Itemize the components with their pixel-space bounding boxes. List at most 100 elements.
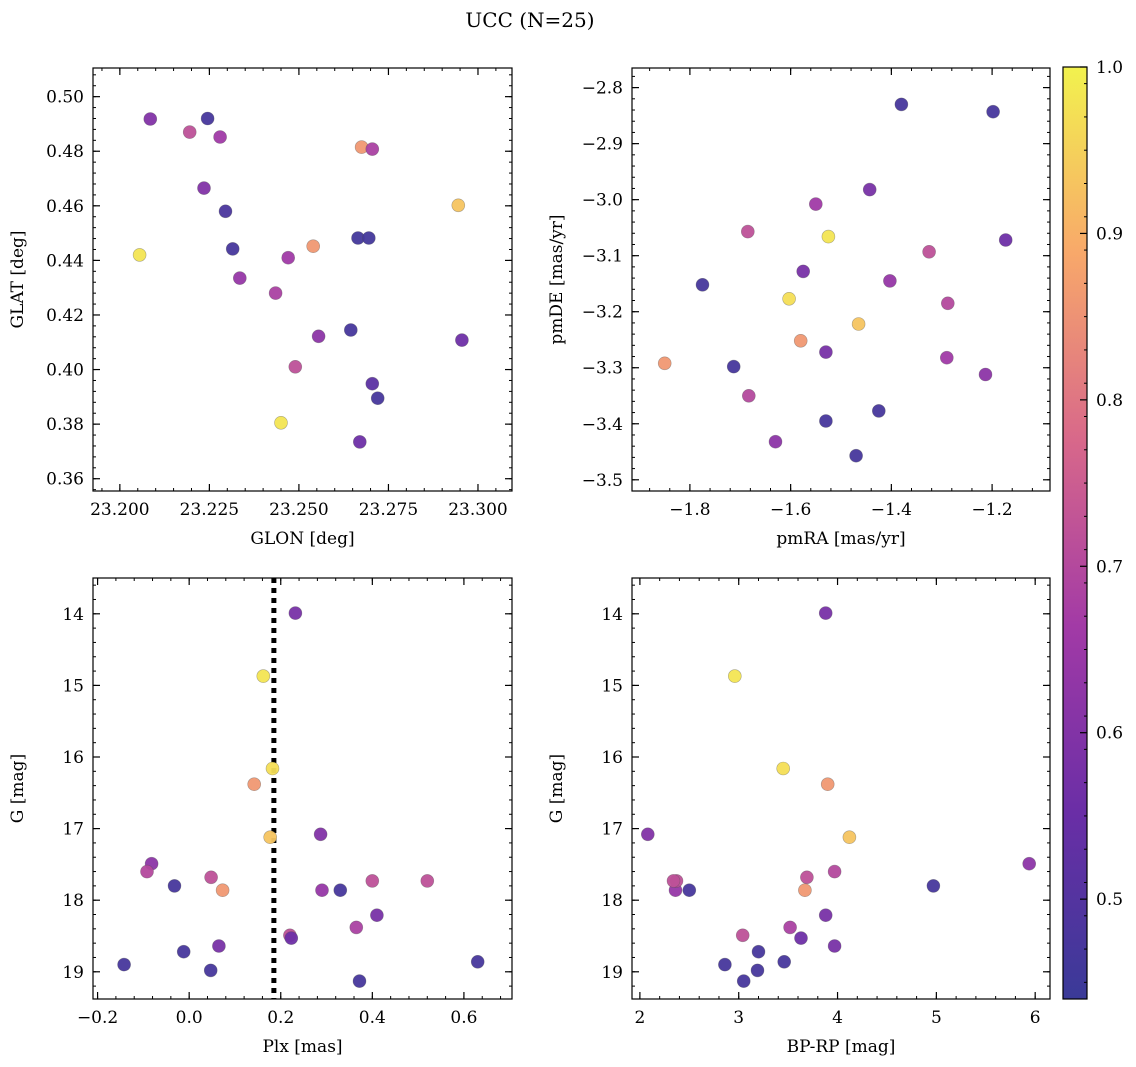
scatter-point: [821, 229, 836, 244]
panels: 23.200 23.225 23.250 23.275 23.300 0.36 0.38 0.…: [8, 67, 1051, 1057]
scatter-point: [793, 333, 808, 348]
y-tick-label: 15: [601, 676, 623, 696]
scatter-point: [777, 954, 792, 969]
y-tick-label: −3.1: [582, 247, 623, 267]
scatter-point: [352, 974, 367, 988]
scatter-point: [827, 939, 842, 953]
y-tick-label: 0.48: [46, 142, 84, 162]
scatter-point: [819, 414, 833, 428]
scatter-point: [827, 864, 842, 879]
x-tick-label: 23.300: [448, 500, 507, 520]
scatter-point: [695, 277, 710, 292]
scatter-point: [682, 883, 697, 898]
scatter-point: [268, 286, 283, 300]
scatter-point: [1022, 856, 1036, 871]
scatter-point: [862, 182, 877, 197]
y-tick-label: 18: [62, 891, 84, 911]
scatter-point: [768, 434, 783, 449]
scatter-point: [343, 323, 358, 337]
x-axis-label: BP-RP [mag]: [787, 1037, 896, 1057]
x-axis-label: Plx [mas]: [262, 1037, 342, 1057]
y-tick-label: 0.46: [46, 197, 84, 217]
scatter-point: [365, 874, 380, 888]
scatter-point: [926, 879, 941, 893]
scatter-point: [851, 317, 866, 331]
scatter-point: [288, 359, 303, 374]
y-tick-label: 0.36: [46, 470, 84, 490]
x-tick-label: 5: [931, 1008, 942, 1028]
scatter-point: [776, 761, 791, 776]
colorbar-tick-label: 0.8: [1096, 391, 1123, 411]
scatter-point: [281, 250, 296, 265]
scatter-point: [735, 928, 750, 943]
scatter-point: [818, 606, 833, 620]
x-tick-label: 0.0: [176, 1008, 203, 1028]
y-tick-label: −3.2: [582, 303, 623, 323]
y-axis-label: G [mag]: [547, 754, 567, 823]
scatter-point: [265, 761, 280, 776]
y-tick-label: −3.3: [582, 359, 623, 379]
scatter-point: [741, 388, 756, 403]
scatter-point: [978, 367, 993, 382]
x-tick-label: −1.6: [770, 500, 811, 520]
y-tick-label: 0.42: [46, 306, 84, 326]
scatter-point: [203, 963, 218, 978]
scatter-point: [215, 883, 230, 898]
scatter-point: [883, 274, 897, 288]
panel-1: 23.200 23.225 23.250 23.275 23.300 0.36 0.38 0.…: [8, 67, 513, 549]
scatter-point: [657, 356, 672, 371]
scatter-point: [871, 404, 886, 418]
scatter-point: [818, 908, 833, 923]
y-tick-label: 0.50: [46, 88, 84, 108]
scatter-point: [820, 777, 835, 792]
scatter-point: [894, 97, 909, 112]
scatter-point: [225, 242, 240, 256]
scatter-point: [798, 883, 812, 898]
scatter-point: [455, 333, 469, 347]
scatter-point: [167, 879, 182, 893]
colorbar-tick-label: 1.0: [1096, 58, 1123, 78]
scatter-point: [800, 870, 814, 885]
scatter-point: [420, 874, 435, 888]
scatter-point: [315, 883, 329, 898]
scatter-point: [200, 111, 215, 126]
y-tick-label: 14: [62, 605, 84, 625]
colorbar: 0.5 0.6 0.7 0.8 0.9 1.0: [1062, 58, 1123, 1000]
y-axis-label: GLAT [deg]: [8, 230, 28, 328]
y-tick-label: 17: [62, 820, 84, 840]
scatter-point: [640, 827, 655, 842]
scatter-point: [365, 142, 380, 156]
panel-3: −0.2 0.0 0.2 0.4 0.6 14 15 16 17 18 19 Plx [mas] G […: [8, 577, 513, 1057]
y-tick-label: 19: [62, 963, 84, 983]
colorbar-tick-label: 0.5: [1096, 890, 1123, 910]
scatter-point: [213, 130, 227, 144]
scatter-point: [819, 345, 833, 359]
y-tick-label: 17: [601, 820, 623, 840]
x-tick-label: 0.4: [359, 1008, 386, 1028]
x-tick-label: 0.2: [267, 1008, 294, 1028]
scatter-point: [311, 329, 326, 344]
y-tick-label: 0.40: [46, 361, 84, 381]
y-tick-label: 14: [601, 605, 623, 625]
y-axis-label: G [mag]: [8, 754, 28, 823]
y-tick-label: −2.8: [582, 79, 623, 99]
scatter-point: [140, 864, 154, 879]
x-tick-label: −0.2: [77, 1008, 118, 1028]
scatter-point: [370, 391, 385, 406]
scatter-point: [313, 827, 328, 842]
scatter-point: [143, 112, 158, 126]
scatter-point: [263, 830, 278, 845]
scatter-point: [796, 264, 811, 279]
scatter-point: [256, 669, 271, 683]
x-axis-label: pmRA [mas/yr]: [776, 529, 905, 549]
y-axis-label: pmDE [mas/yr]: [547, 214, 567, 344]
y-tick-label: 19: [601, 963, 623, 983]
y-tick-label: −3.4: [582, 415, 623, 435]
scatter-point: [726, 359, 741, 374]
scatter-point: [939, 350, 954, 365]
figure-title: UCC (N=25): [465, 8, 594, 32]
scatter-point: [284, 931, 299, 945]
scatter-point: [197, 181, 211, 195]
x-tick-label: −1.4: [871, 500, 912, 520]
scatter-point: [233, 271, 247, 285]
